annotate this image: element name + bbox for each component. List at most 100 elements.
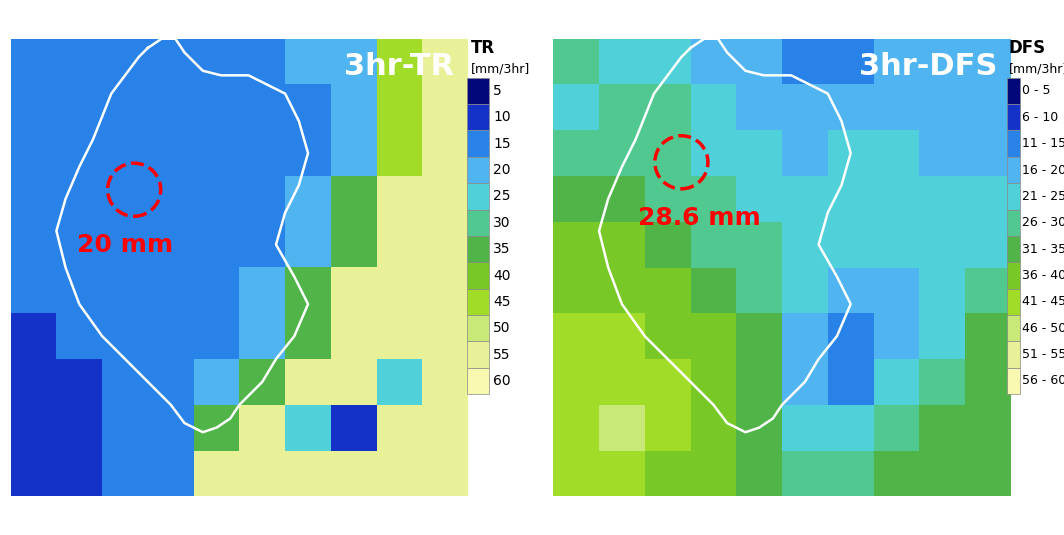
Bar xyxy=(599,221,645,268)
Bar xyxy=(331,268,377,314)
Text: 11 - 15: 11 - 15 xyxy=(1021,137,1064,150)
Bar xyxy=(11,176,56,221)
Bar xyxy=(11,314,56,359)
Bar xyxy=(691,359,736,405)
Bar xyxy=(194,176,239,221)
Bar xyxy=(828,85,874,130)
Bar xyxy=(102,130,148,176)
Bar xyxy=(965,314,1011,359)
Bar xyxy=(377,268,422,314)
Bar xyxy=(239,39,285,85)
Bar xyxy=(377,176,422,221)
Bar xyxy=(56,450,102,496)
Text: 55: 55 xyxy=(493,348,511,362)
Bar xyxy=(919,39,965,85)
Bar xyxy=(377,405,422,450)
Text: 15: 15 xyxy=(493,136,511,151)
Bar xyxy=(467,341,489,368)
Bar xyxy=(194,268,239,314)
Text: 0 - 5: 0 - 5 xyxy=(1021,85,1050,97)
Bar xyxy=(102,176,148,221)
Bar xyxy=(1007,157,1019,183)
Bar xyxy=(691,268,736,314)
Bar xyxy=(102,450,148,496)
Bar xyxy=(828,130,874,176)
Bar xyxy=(11,39,56,85)
Bar xyxy=(285,85,331,130)
Bar xyxy=(56,85,102,130)
Bar xyxy=(1007,210,1019,236)
Bar xyxy=(148,450,194,496)
Bar xyxy=(377,39,422,85)
Bar xyxy=(56,268,102,314)
Bar xyxy=(467,104,489,131)
Bar xyxy=(874,221,919,268)
Bar xyxy=(148,405,194,450)
Bar xyxy=(467,183,489,210)
Bar xyxy=(56,39,102,85)
Bar xyxy=(645,450,691,496)
Bar xyxy=(599,176,645,221)
Bar xyxy=(194,314,239,359)
Bar xyxy=(56,221,102,268)
Bar xyxy=(285,221,331,268)
Bar xyxy=(148,130,194,176)
Bar xyxy=(331,85,377,130)
Bar xyxy=(736,39,782,85)
Bar xyxy=(874,314,919,359)
Bar xyxy=(422,450,468,496)
Bar xyxy=(285,405,331,450)
Bar xyxy=(422,176,468,221)
Bar xyxy=(736,405,782,450)
Bar xyxy=(782,39,828,85)
Bar xyxy=(828,314,874,359)
Bar xyxy=(331,405,377,450)
Bar xyxy=(691,130,736,176)
Bar xyxy=(194,130,239,176)
Bar xyxy=(553,314,599,359)
Bar xyxy=(11,450,56,496)
Bar xyxy=(965,39,1011,85)
Bar xyxy=(239,130,285,176)
Text: 45: 45 xyxy=(493,295,511,309)
Bar xyxy=(331,450,377,496)
Bar xyxy=(645,176,691,221)
Bar xyxy=(11,85,56,130)
Bar xyxy=(331,359,377,405)
Bar xyxy=(691,405,736,450)
Bar xyxy=(422,85,468,130)
Text: [mm/3hr]: [mm/3hr] xyxy=(1009,63,1064,75)
Bar xyxy=(782,314,828,359)
Bar xyxy=(553,176,599,221)
Bar xyxy=(377,130,422,176)
Bar xyxy=(285,359,331,405)
Bar xyxy=(1007,289,1019,315)
Bar xyxy=(553,85,599,130)
Bar xyxy=(331,39,377,85)
Bar xyxy=(599,85,645,130)
Bar xyxy=(285,450,331,496)
Bar xyxy=(148,359,194,405)
Bar xyxy=(102,359,148,405)
Bar xyxy=(467,210,489,236)
Bar xyxy=(919,314,965,359)
Bar xyxy=(874,176,919,221)
Bar xyxy=(965,450,1011,496)
Bar xyxy=(56,314,102,359)
Bar xyxy=(828,405,874,450)
Bar xyxy=(828,39,874,85)
Bar xyxy=(645,85,691,130)
Text: 20: 20 xyxy=(493,163,511,177)
Bar xyxy=(965,359,1011,405)
Bar xyxy=(874,405,919,450)
Bar xyxy=(919,405,965,450)
Text: 28.6 mm: 28.6 mm xyxy=(638,206,761,230)
Bar xyxy=(736,314,782,359)
Bar xyxy=(1007,368,1019,394)
Bar xyxy=(691,450,736,496)
Bar xyxy=(919,359,965,405)
Text: 31 - 35: 31 - 35 xyxy=(1021,243,1064,256)
Bar xyxy=(102,314,148,359)
Bar xyxy=(645,359,691,405)
Bar xyxy=(285,39,331,85)
